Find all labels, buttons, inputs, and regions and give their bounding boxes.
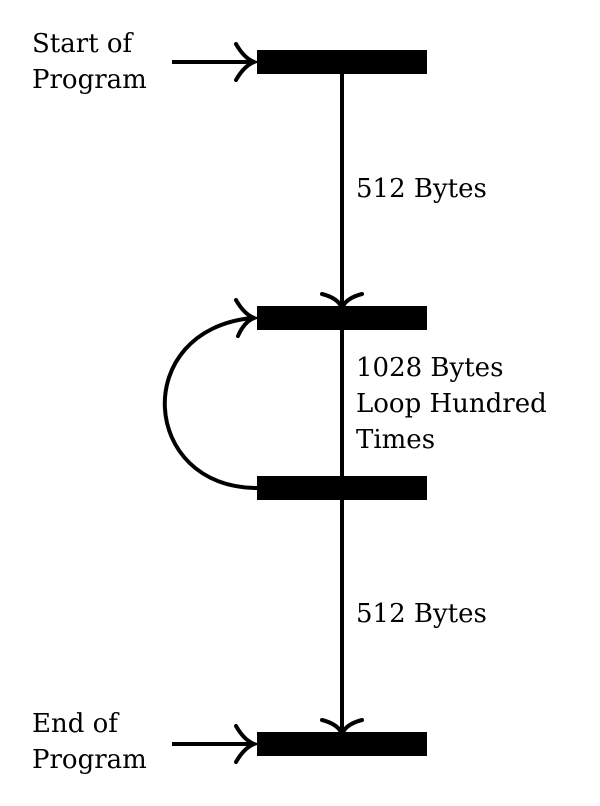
loop-end-block bbox=[257, 476, 427, 500]
loop-label-line-1: 1028 Bytes bbox=[356, 353, 504, 383]
end-of-program-label: End of Program bbox=[32, 706, 147, 778]
loop-back-arrowhead bbox=[234, 298, 260, 338]
end-arrow-head bbox=[234, 724, 260, 764]
loop-label-line-3: Times bbox=[356, 425, 436, 455]
arrowhead-to-program-end bbox=[320, 718, 364, 740]
loop-description-label: 1028 Bytes Loop Hundred Times bbox=[356, 350, 547, 458]
start-label-line-1: Start of bbox=[32, 29, 133, 59]
loop-back-arc bbox=[162, 316, 258, 490]
segment-top-size-label: 512 Bytes bbox=[356, 174, 487, 204]
end-label-line-1: End of bbox=[32, 709, 118, 739]
end-label-line-2: Program bbox=[32, 745, 147, 775]
loop-label-line-2: Loop Hundred bbox=[356, 389, 547, 419]
start-label-line-2: Program bbox=[32, 65, 147, 95]
program-start-block bbox=[257, 50, 427, 74]
start-arrow-head bbox=[234, 42, 260, 82]
start-of-program-label: Start of Program bbox=[32, 26, 147, 98]
segment-bottom-size-label: 512 Bytes bbox=[356, 599, 487, 629]
arrowhead-to-loop-start bbox=[320, 292, 364, 314]
